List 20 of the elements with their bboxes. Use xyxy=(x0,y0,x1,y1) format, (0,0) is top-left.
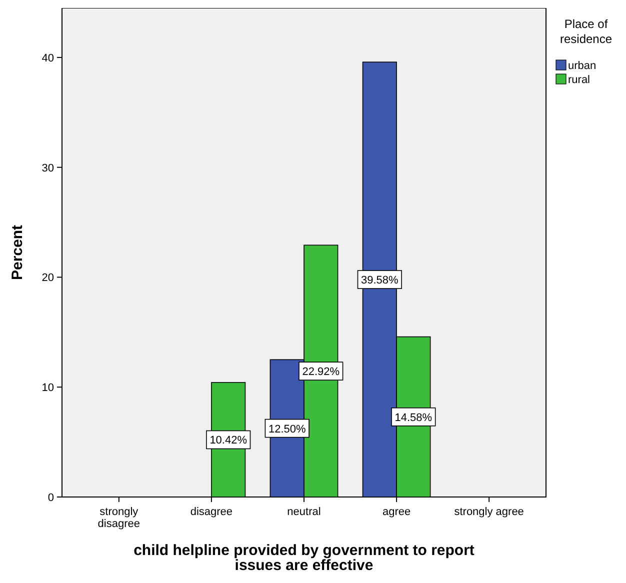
x-tick-label: agree xyxy=(382,506,411,518)
y-tick-label: 10 xyxy=(42,382,54,394)
data-label: 12.50% xyxy=(268,423,306,436)
x-tick-label: strongly agree xyxy=(454,506,524,518)
y-tick-label: 40 xyxy=(42,52,54,64)
legend-label: urban xyxy=(568,60,596,72)
x-tick-label: neutral xyxy=(287,506,321,518)
y-tick-label: 30 xyxy=(42,162,54,174)
data-label: 14.58% xyxy=(394,412,432,424)
data-label: 22.92% xyxy=(302,366,340,378)
x-axis-title: child helpline provided by government to report issues are effective xyxy=(134,542,474,574)
x-tick-label: disagree xyxy=(190,506,233,518)
data-label: 10.42% xyxy=(210,434,248,447)
y-tick-label: 0 xyxy=(48,492,54,504)
y-axis-title: Percent xyxy=(9,224,26,280)
legend-title: Place of residence xyxy=(560,17,612,46)
data-label: 39.58% xyxy=(361,274,399,287)
y-tick-label: 20 xyxy=(42,272,54,284)
x-tick-label: strongly disagree xyxy=(98,506,140,530)
legend-label: rural xyxy=(568,74,590,86)
